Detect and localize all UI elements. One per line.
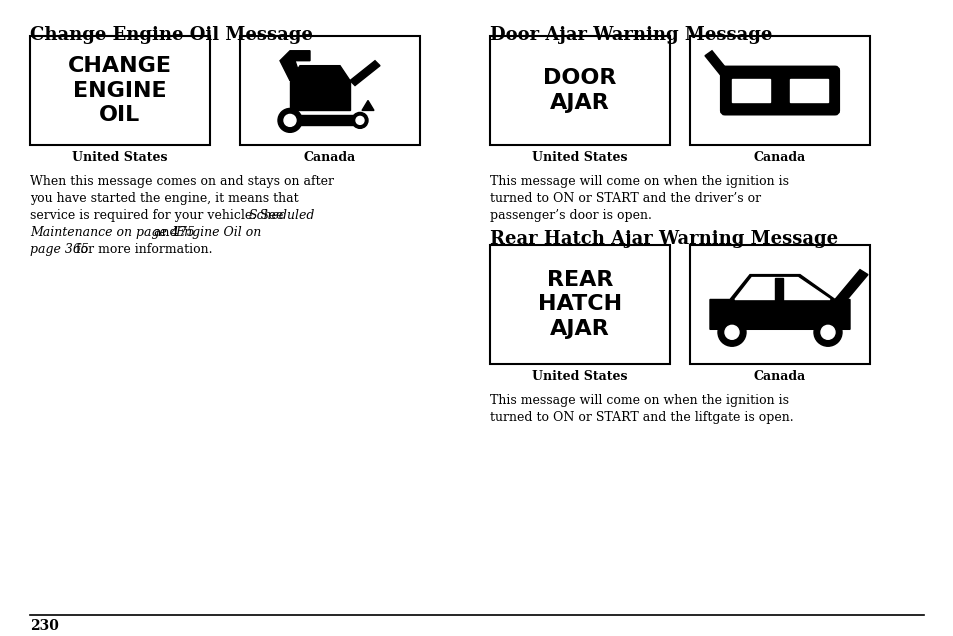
Text: This message will come on when the ignition is: This message will come on when the ignit… bbox=[490, 175, 788, 188]
Polygon shape bbox=[361, 100, 374, 111]
Text: Canada: Canada bbox=[304, 151, 355, 164]
Text: and: and bbox=[150, 226, 181, 239]
Text: turned to ON or START and the driver’s or: turned to ON or START and the driver’s o… bbox=[490, 192, 760, 205]
Polygon shape bbox=[290, 81, 350, 111]
Bar bbox=[30, 36, 210, 145]
Text: Door Ajar Warning Message: Door Ajar Warning Message bbox=[490, 26, 772, 44]
Text: This message will come on when the ignition is: This message will come on when the ignit… bbox=[490, 394, 788, 407]
Text: DOOR
AJAR: DOOR AJAR bbox=[543, 68, 616, 113]
Polygon shape bbox=[709, 275, 849, 329]
Polygon shape bbox=[290, 115, 359, 125]
Bar bbox=[689, 36, 869, 145]
FancyBboxPatch shape bbox=[721, 67, 837, 113]
Text: When this message comes on and stays on after: When this message comes on and stays on … bbox=[30, 175, 334, 188]
Text: Scheduled: Scheduled bbox=[248, 209, 314, 222]
Bar bbox=[490, 245, 669, 364]
Text: Change Engine Oil Message: Change Engine Oil Message bbox=[30, 26, 313, 44]
Text: 230: 230 bbox=[30, 619, 59, 633]
Text: Maintenance on page 475: Maintenance on page 475 bbox=[30, 226, 194, 239]
Text: you have started the engine, it means that: you have started the engine, it means th… bbox=[30, 192, 298, 205]
Circle shape bbox=[352, 113, 368, 128]
Text: page 365: page 365 bbox=[30, 243, 89, 256]
Text: Canada: Canada bbox=[753, 370, 805, 383]
Polygon shape bbox=[834, 270, 867, 305]
Bar bbox=[774, 277, 782, 303]
Text: service is required for your vehicle. See: service is required for your vehicle. Se… bbox=[30, 209, 287, 222]
Polygon shape bbox=[290, 66, 350, 81]
Circle shape bbox=[284, 114, 295, 127]
Text: Rear Hatch Ajar Warning Message: Rear Hatch Ajar Warning Message bbox=[490, 230, 838, 248]
Text: United States: United States bbox=[72, 151, 168, 164]
Text: REAR
HATCH
AJAR: REAR HATCH AJAR bbox=[537, 270, 621, 339]
Circle shape bbox=[355, 116, 364, 125]
Circle shape bbox=[821, 326, 834, 339]
Text: Canada: Canada bbox=[753, 151, 805, 164]
Bar bbox=[774, 76, 784, 106]
Text: United States: United States bbox=[532, 370, 627, 383]
Bar bbox=[789, 79, 827, 102]
Bar bbox=[240, 36, 419, 145]
Text: passenger’s door is open.: passenger’s door is open. bbox=[490, 209, 651, 222]
Polygon shape bbox=[734, 277, 829, 300]
Text: Engine Oil on: Engine Oil on bbox=[175, 226, 261, 239]
Bar bbox=[490, 36, 669, 145]
Text: CHANGE
ENGINE
OIL: CHANGE ENGINE OIL bbox=[68, 56, 172, 125]
Polygon shape bbox=[280, 51, 310, 81]
Circle shape bbox=[724, 326, 739, 339]
Bar bbox=[731, 79, 769, 102]
Text: turned to ON or START and the liftgate is open.: turned to ON or START and the liftgate i… bbox=[490, 411, 793, 424]
Text: United States: United States bbox=[532, 151, 627, 164]
Circle shape bbox=[813, 319, 841, 346]
Bar bbox=[689, 245, 869, 364]
Circle shape bbox=[718, 319, 745, 346]
Text: for more information.: for more information. bbox=[71, 243, 212, 256]
Polygon shape bbox=[704, 51, 731, 81]
Polygon shape bbox=[350, 60, 379, 86]
Circle shape bbox=[277, 109, 302, 132]
